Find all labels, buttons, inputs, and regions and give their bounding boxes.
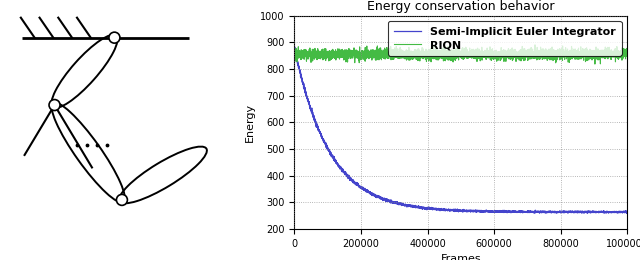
Semi-Implicit Euler Integrator	[623, 210, 631, 213]
Semi-Implicit Euler Integrator	[596, 210, 604, 213]
Line: Semi-Implicit Euler Integrator: Semi-Implicit Euler Integrator	[294, 47, 627, 213]
RIQN	[596, 55, 604, 58]
RIQN	[531, 43, 539, 46]
RIQN	[532, 56, 540, 59]
RIQN	[449, 53, 456, 56]
Semi-Implicit Euler Integrator	[613, 211, 621, 214]
Title: Energy conservation behavior: Energy conservation behavior	[367, 0, 554, 13]
Circle shape	[49, 100, 60, 110]
X-axis label: Frames: Frames	[440, 254, 481, 260]
RIQN	[591, 62, 599, 66]
RIQN	[613, 54, 621, 57]
RIQN	[623, 47, 631, 50]
Line: RIQN: RIQN	[294, 45, 627, 64]
RIQN	[430, 55, 438, 58]
RIQN	[291, 55, 298, 58]
Semi-Implicit Euler Integrator	[578, 212, 586, 215]
RIQN	[433, 50, 441, 54]
Semi-Implicit Euler Integrator	[433, 207, 441, 210]
Semi-Implicit Euler Integrator	[291, 46, 298, 49]
Legend: Semi-Implicit Euler Integrator, RIQN: Semi-Implicit Euler Integrator, RIQN	[388, 21, 621, 56]
Circle shape	[109, 32, 120, 43]
Y-axis label: Energy: Energy	[244, 103, 255, 142]
Semi-Implicit Euler Integrator	[291, 45, 298, 48]
Semi-Implicit Euler Integrator	[449, 209, 456, 212]
Circle shape	[116, 194, 127, 205]
Semi-Implicit Euler Integrator	[532, 210, 540, 213]
Semi-Implicit Euler Integrator	[431, 207, 438, 211]
